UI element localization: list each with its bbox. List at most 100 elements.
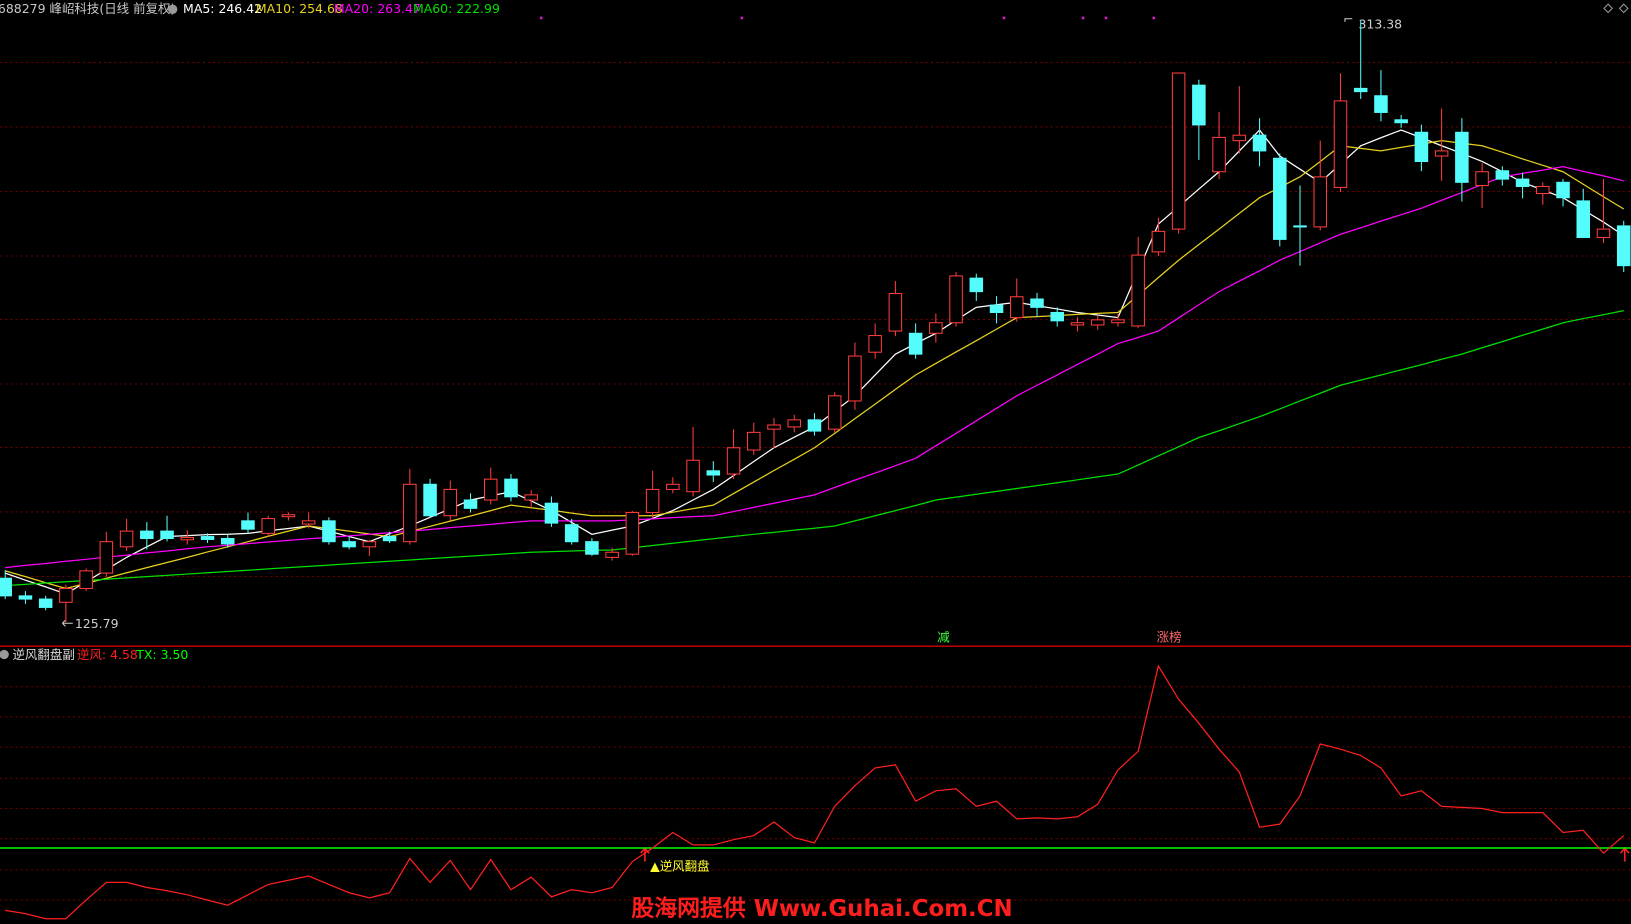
candle-body xyxy=(261,518,275,534)
candle-body xyxy=(1293,225,1307,228)
candle-body xyxy=(585,541,599,555)
high-label: 313.38 xyxy=(1358,16,1402,31)
legend-entry: MA60: 222.99 xyxy=(413,1,500,16)
candle-body xyxy=(1333,100,1348,188)
candle-body xyxy=(949,275,963,324)
indicator-line xyxy=(5,664,1625,920)
candle-body xyxy=(706,470,721,476)
candle-body xyxy=(1050,311,1064,322)
candle-body xyxy=(1273,157,1287,240)
legend-entry: 逆风: 4.58 xyxy=(77,647,138,662)
candle-body xyxy=(1596,228,1611,238)
candle-body xyxy=(726,447,741,475)
candle-body xyxy=(99,541,114,574)
candle-body xyxy=(423,483,437,517)
candle-body xyxy=(241,520,255,530)
candle-body xyxy=(544,502,559,524)
chart-title: 688279 峰岹科技(日线 前复权) xyxy=(0,1,175,16)
candle-body xyxy=(281,514,296,518)
candle-body xyxy=(1414,131,1429,162)
candle-body xyxy=(848,355,862,402)
watermark: 股海网提供 Www.Guhai.Com.CN xyxy=(631,895,1012,922)
candle-body xyxy=(1070,322,1085,326)
candle-body xyxy=(1455,131,1469,183)
candle-body xyxy=(1212,136,1226,173)
candle-body xyxy=(686,459,700,493)
candle-body xyxy=(160,530,174,539)
candle-body xyxy=(1434,150,1449,157)
candle-body xyxy=(625,511,640,555)
candle-body xyxy=(1252,134,1267,152)
candle-body xyxy=(463,499,478,509)
candle-body xyxy=(18,595,33,600)
candle-body xyxy=(1353,87,1368,93)
candle-body xyxy=(1010,296,1024,319)
candle-body xyxy=(1495,170,1510,180)
legend-entry: MA5: 246.42 xyxy=(183,1,262,16)
annotation: 涨榜 xyxy=(1157,629,1182,644)
candle-body xyxy=(1374,95,1388,113)
candle-body xyxy=(1475,171,1489,187)
candle-body xyxy=(1192,84,1206,126)
candle-body xyxy=(645,488,660,514)
candle-body xyxy=(787,419,801,428)
ma-line xyxy=(5,309,1624,587)
indicator-title: 逆风翻盘副 xyxy=(12,647,74,662)
candle-body xyxy=(443,488,458,517)
settings-icon[interactable] xyxy=(167,4,178,15)
signal-label: ▲逆风翻盘 xyxy=(650,858,709,873)
candle-body xyxy=(220,537,235,545)
ma-line xyxy=(5,140,1625,590)
high-pointer xyxy=(1344,18,1353,22)
legend-entry: TX: 3.50 xyxy=(135,647,188,662)
candle-body xyxy=(827,395,842,430)
ma-line xyxy=(5,165,1624,569)
candle-body xyxy=(969,277,984,293)
candle-body xyxy=(119,530,134,548)
candle-body xyxy=(666,483,680,490)
candle-body xyxy=(504,478,518,498)
candle-body xyxy=(888,293,903,332)
candle-body xyxy=(1232,134,1247,142)
candle-body xyxy=(79,570,93,590)
candle-body xyxy=(1090,319,1105,326)
candle-body xyxy=(1111,319,1125,324)
candle-body xyxy=(929,322,943,334)
candle-body xyxy=(767,424,781,430)
window-icons[interactable] xyxy=(1603,3,1629,14)
grid xyxy=(0,61,1631,901)
event-markers xyxy=(539,16,1156,20)
candle-body xyxy=(868,335,882,353)
legend-entry: MA20: 263.47 xyxy=(334,1,421,16)
candle-body xyxy=(747,431,761,451)
candle-body xyxy=(1536,185,1550,195)
candle-body xyxy=(524,494,538,501)
candle-body xyxy=(1576,200,1591,238)
candle-body xyxy=(0,577,12,597)
candle-body xyxy=(1313,176,1328,228)
candle-body xyxy=(1394,119,1408,124)
candle-body xyxy=(382,536,397,542)
candle-body xyxy=(362,541,377,548)
candle-body xyxy=(1030,298,1044,308)
candle-body xyxy=(1616,225,1631,267)
candle-body xyxy=(301,520,316,525)
candle-body xyxy=(1515,178,1530,188)
settings-icon[interactable] xyxy=(0,649,9,660)
low-label: 125.79 xyxy=(75,616,119,631)
candle-body xyxy=(200,536,215,540)
candle-body xyxy=(1131,254,1145,327)
low-pointer xyxy=(62,619,73,627)
candle-body xyxy=(807,419,822,432)
candle-body xyxy=(322,520,336,543)
candle-body xyxy=(180,536,195,541)
candle-body xyxy=(1556,181,1570,199)
candle-body xyxy=(989,304,1004,313)
legend-entry: MA10: 254.68 xyxy=(256,1,343,16)
candle-body xyxy=(1151,230,1166,253)
candle-body xyxy=(59,587,73,603)
candle-body xyxy=(403,483,417,543)
